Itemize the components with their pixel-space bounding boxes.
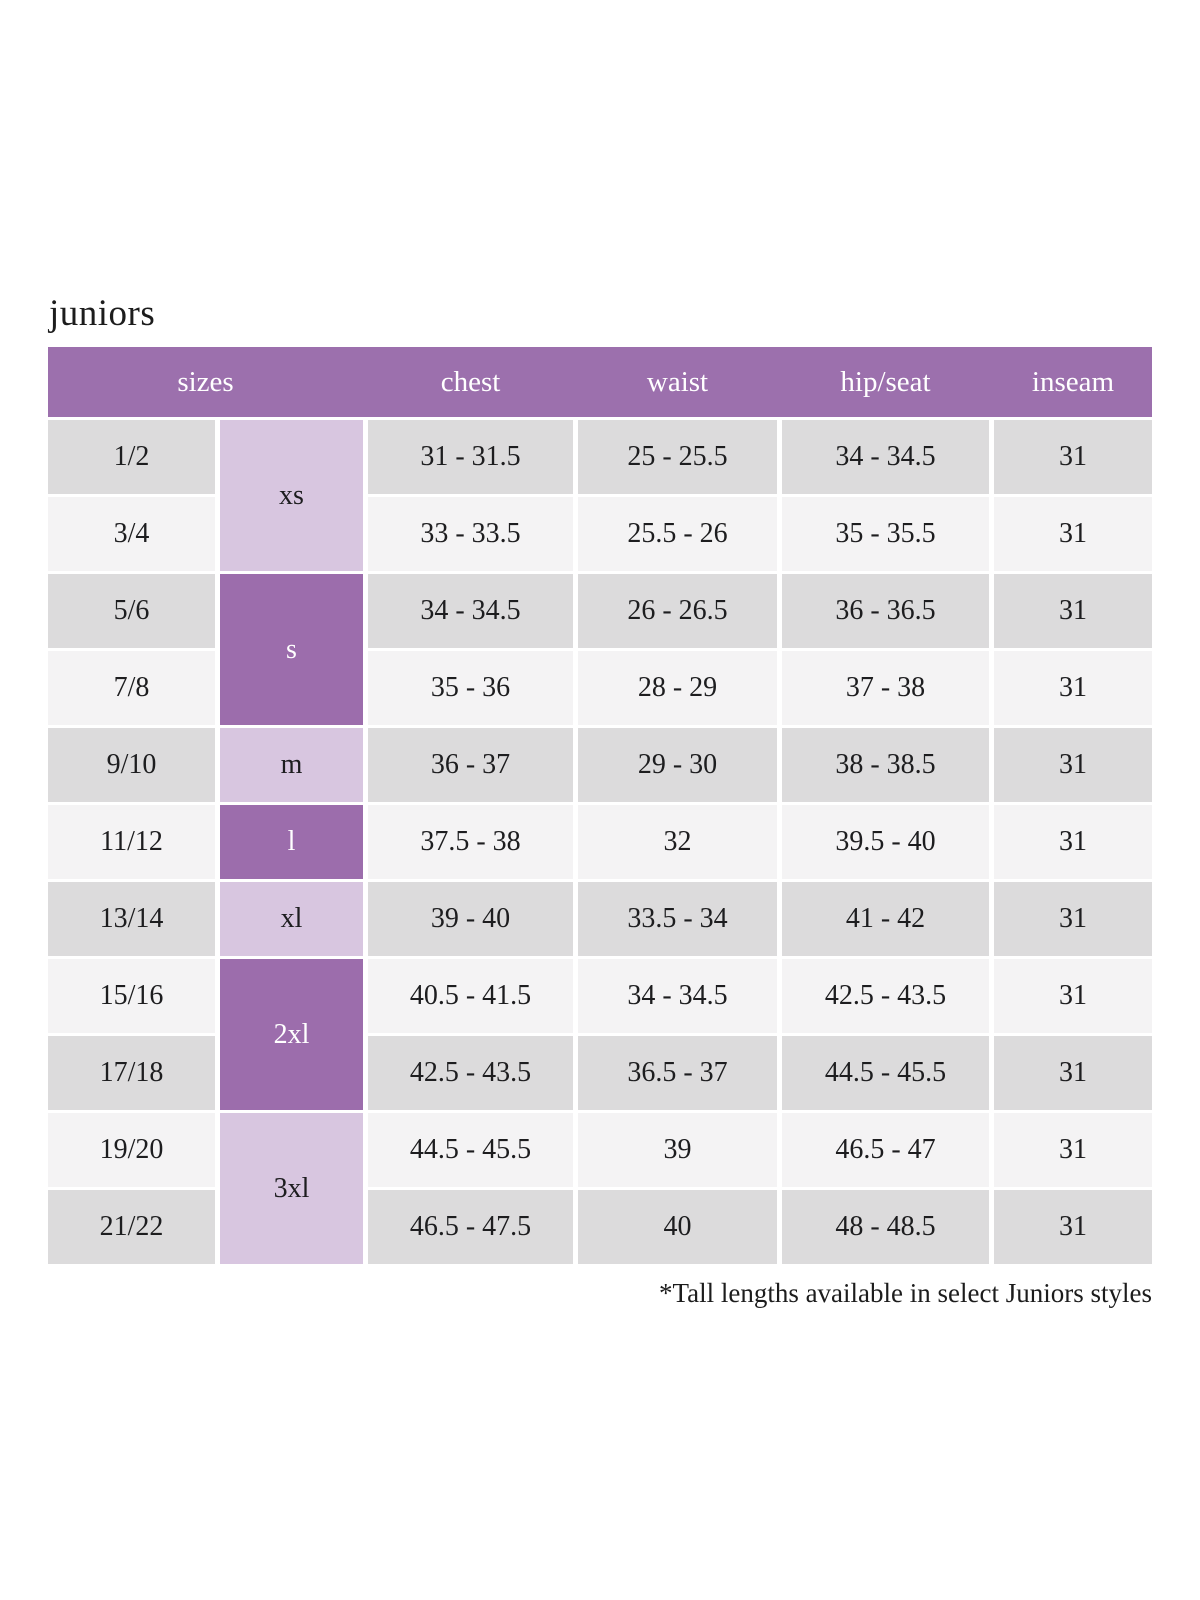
inseam-cell: 31 <box>994 805 1152 879</box>
inseam-cell: 31 <box>994 651 1152 725</box>
hip-seat-cell: 46.5 - 47 <box>782 1113 989 1187</box>
waist-cell: 40 <box>578 1190 777 1264</box>
size-letter-cell: l <box>220 805 363 879</box>
waist-cell: 33.5 - 34 <box>578 882 777 956</box>
chest-cell: 36 - 37 <box>368 728 573 802</box>
inseam-cell: 31 <box>994 574 1152 648</box>
size-number-cell: 19/20 <box>48 1113 215 1187</box>
column-header-inseam: inseam <box>1031 365 1115 398</box>
waist-cell: 39 <box>578 1113 777 1187</box>
hip-seat-cell: 38 - 38.5 <box>782 728 989 802</box>
size-number-cell: 11/12 <box>48 805 215 879</box>
waist-cell: 32 <box>578 805 777 879</box>
page: juniors sizes chest waist hip/seat insea… <box>48 293 1152 1308</box>
waist-cell: 25 - 25.5 <box>578 420 777 494</box>
column-header-chest: chest <box>440 365 501 398</box>
column-header-sizes: sizes <box>177 365 234 398</box>
size-letter-cell: 2xl <box>220 959 363 1110</box>
chest-cell: 44.5 - 45.5 <box>368 1113 573 1187</box>
size-number-cell: 21/22 <box>48 1190 215 1264</box>
waist-cell: 29 - 30 <box>578 728 777 802</box>
chest-cell: 31 - 31.5 <box>368 420 573 494</box>
hip-seat-cell: 42.5 - 43.5 <box>782 959 989 1033</box>
waist-cell: 36.5 - 37 <box>578 1036 777 1110</box>
chest-cell: 35 - 36 <box>368 651 573 725</box>
size-number-cell: 1/2 <box>48 420 215 494</box>
chest-cell: 34 - 34.5 <box>368 574 573 648</box>
inseam-cell: 31 <box>994 728 1152 802</box>
hip-seat-cell: 35 - 35.5 <box>782 497 989 571</box>
chest-cell: 33 - 33.5 <box>368 497 573 571</box>
chest-cell: 46.5 - 47.5 <box>368 1190 573 1264</box>
size-number-cell: 13/14 <box>48 882 215 956</box>
size-letter-cell: 3xl <box>220 1113 363 1264</box>
column-header-hip-seat: hip/seat <box>840 365 931 398</box>
hip-seat-cell: 44.5 - 45.5 <box>782 1036 989 1110</box>
chest-cell: 37.5 - 38 <box>368 805 573 879</box>
size-number-cell: 3/4 <box>48 497 215 571</box>
size-letter-cell: xl <box>220 882 363 956</box>
column-header-waist: waist <box>646 365 709 398</box>
size-number-cell: 17/18 <box>48 1036 215 1110</box>
inseam-cell: 31 <box>994 882 1152 956</box>
waist-cell: 28 - 29 <box>578 651 777 725</box>
size-letter-cell: m <box>220 728 363 802</box>
hip-seat-cell: 41 - 42 <box>782 882 989 956</box>
page-title: juniors <box>49 293 156 334</box>
waist-cell: 26 - 26.5 <box>578 574 777 648</box>
size-letter-cell: xs <box>220 420 363 571</box>
size-letter-cell: s <box>220 574 363 725</box>
size-chart-table: sizes chest waist hip/seat inseam 1/2 xs 3… <box>48 347 1152 1264</box>
hip-seat-cell: 34 - 34.5 <box>782 420 989 494</box>
table-header-row: sizes chest waist hip/seat inseam <box>48 347 1152 417</box>
inseam-cell: 31 <box>994 1190 1152 1264</box>
hip-seat-cell: 37 - 38 <box>782 651 989 725</box>
hip-seat-cell: 39.5 - 40 <box>782 805 989 879</box>
inseam-cell: 31 <box>994 1113 1152 1187</box>
inseam-cell: 31 <box>994 959 1152 1033</box>
inseam-cell: 31 <box>994 497 1152 571</box>
size-number-cell: 9/10 <box>48 728 215 802</box>
chest-cell: 39 - 40 <box>368 882 573 956</box>
size-table-body: 1/2 xs 31 - 31.5 25 - 25.5 34 - 34.5 31 3/4 33 … <box>48 420 1152 1264</box>
waist-cell: 25.5 - 26 <box>578 497 777 571</box>
hip-seat-cell: 36 - 36.5 <box>782 574 989 648</box>
size-number-cell: 15/16 <box>48 959 215 1033</box>
size-number-cell: 5/6 <box>48 574 215 648</box>
waist-cell: 34 - 34.5 <box>578 959 777 1033</box>
size-number-cell: 7/8 <box>48 651 215 725</box>
hip-seat-cell: 48 - 48.5 <box>782 1190 989 1264</box>
inseam-cell: 31 <box>994 420 1152 494</box>
chest-cell: 40.5 - 41.5 <box>368 959 573 1033</box>
chest-cell: 42.5 - 43.5 <box>368 1036 573 1110</box>
footnote: *Tall lengths available in select Junior… <box>658 1278 1152 1308</box>
inseam-cell: 31 <box>994 1036 1152 1110</box>
